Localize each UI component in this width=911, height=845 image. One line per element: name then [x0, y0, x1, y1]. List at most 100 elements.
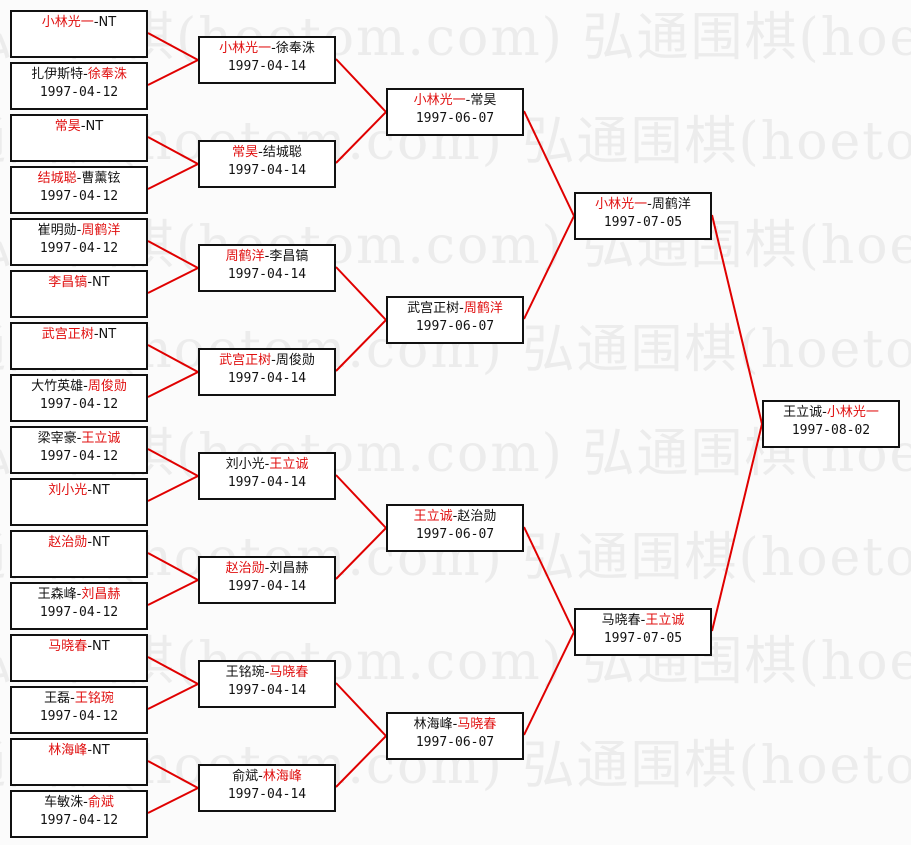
bracket-connector [523, 215, 575, 320]
match-players: 崔明勋-周鹤洋 [12, 222, 146, 240]
match-box: 赵治勋-刘昌赫 1997-04-14 [198, 556, 336, 604]
separator: - [264, 561, 270, 576]
separator: - [264, 665, 270, 680]
separator: - [76, 587, 82, 602]
bracket-connector [335, 735, 387, 788]
match-box: 刘小光-王立诚 1997-04-14 [198, 452, 336, 500]
bracket-connector [523, 526, 575, 633]
separator: - [93, 15, 99, 30]
match-date: 1997-04-12 [39, 605, 119, 620]
player-name: 徐奉洙 [275, 41, 315, 56]
match-players: 马晓春-王立诚 [576, 612, 710, 630]
match-box: 常昊-NT [10, 114, 148, 162]
bracket-connector [147, 787, 199, 814]
bracket-connector [335, 58, 387, 113]
match-date: 1997-06-07 [415, 111, 495, 126]
player-name: 王立诚 [413, 509, 453, 524]
bracket-connector [711, 423, 763, 632]
separator: - [87, 639, 93, 654]
match-box: 武宫正树-NT [10, 322, 148, 370]
match-box: 马晓春-王立诚 1997-07-05 [574, 608, 712, 656]
player-name: 赵治勋 [457, 509, 497, 524]
match-box: 周鹤洋-李昌镐 1997-04-14 [198, 244, 336, 292]
match-box: 梁宰豪-王立诚 1997-04-12 [10, 426, 148, 474]
player-name: 小林光一 [41, 15, 94, 30]
match-date: 1997-04-12 [39, 449, 119, 464]
separator: - [452, 509, 458, 524]
match-box: 大竹英雄-周俊勋 1997-04-12 [10, 374, 148, 422]
separator: - [822, 405, 827, 420]
separator: - [640, 613, 646, 628]
match-date: 1997-04-14 [227, 59, 307, 74]
match-date: 1997-04-12 [39, 189, 119, 204]
bracket-connector [335, 682, 387, 737]
player-name: 马晓春 [48, 639, 88, 654]
player-name: 周俊勋 [87, 379, 127, 394]
bracket-connector [147, 371, 199, 398]
separator: - [87, 275, 93, 290]
match-box: 王铭琬-马晓春 1997-04-14 [198, 660, 336, 708]
match-box: 马晓春-NT [10, 634, 148, 682]
bracket-connector [147, 136, 199, 165]
player-name: 王立诚 [645, 613, 685, 628]
bracket-connector [523, 631, 575, 736]
player-name: 小林光一 [826, 405, 879, 420]
match-players: 王森峰-刘昌赫 [12, 586, 146, 604]
match-box: 小林光一-NT [10, 10, 148, 58]
bracket-connector [147, 163, 199, 190]
separator: - [271, 353, 276, 368]
player-name: NT [92, 743, 110, 758]
match-date: 1997-06-07 [415, 527, 495, 542]
bracket-connector [335, 474, 387, 529]
player-name: 俞斌 [232, 769, 259, 784]
match-date: 1997-04-12 [39, 709, 119, 724]
player-name: NT [92, 535, 110, 550]
separator: - [83, 379, 88, 394]
player-name: 王磊 [44, 691, 71, 706]
bracket-connector [711, 214, 763, 425]
match-box: 小林光一-周鹤洋 1997-07-05 [574, 192, 712, 240]
match-box: 王磊-王铭琬 1997-04-12 [10, 686, 148, 734]
match-date: 1997-04-12 [39, 397, 119, 412]
match-players: 武宫正树-NT [12, 326, 146, 344]
match-players: 俞斌-林海峰 [200, 768, 334, 786]
player-name: 刘昌赫 [269, 561, 309, 576]
separator: - [258, 145, 263, 160]
match-players: 小林光一-NT [12, 14, 146, 32]
match-players: 结城聪-曹薰铉 [12, 170, 146, 188]
bracket-connector [147, 448, 199, 477]
player-name: 梁宰豪 [37, 431, 77, 446]
player-name: NT [85, 119, 104, 134]
player-name: 小林光一 [595, 197, 648, 212]
bracket-connector [147, 683, 199, 710]
match-players: 林海峰-NT [12, 742, 146, 760]
player-name: 武宫正树 [219, 353, 272, 368]
player-name: 王立诚 [269, 457, 309, 472]
match-box: 扎伊斯特-徐奉洙 1997-04-12 [10, 62, 148, 110]
bracket-connector [147, 267, 199, 294]
match-players: 刘小光-NT [12, 482, 146, 500]
bracket-connector [147, 240, 199, 269]
match-players: 赵治勋-NT [12, 534, 146, 552]
match-box: 李昌镐-NT [10, 270, 148, 318]
bracket-connector [147, 656, 199, 685]
match-players: 马晓春-NT [12, 638, 146, 656]
watermark-text: 弘通围棋(hoetom.com) 弘通围棋(hoetom.com) 弘通围棋(h… [0, 632, 911, 692]
match-box: 林海峰-NT [10, 738, 148, 786]
match-box: 武宫正树-周俊勋 1997-04-14 [198, 348, 336, 396]
match-box: 结城聪-曹薰铉 1997-04-12 [10, 166, 148, 214]
player-name: 林海峰 [262, 769, 302, 784]
match-players: 常昊-NT [12, 118, 146, 136]
match-players: 小林光一-常昊 [388, 92, 522, 110]
player-name: 王立诚 [81, 431, 121, 446]
match-players: 刘小光-王立诚 [200, 456, 334, 474]
player-name: 林海峰 [413, 717, 453, 732]
separator: - [647, 197, 652, 212]
separator: - [271, 41, 276, 56]
player-name: 王立诚 [783, 405, 823, 420]
bracket-connector [147, 579, 199, 606]
player-name: 小林光一 [219, 41, 272, 56]
separator: - [452, 717, 458, 732]
match-players: 武宫正树-周鹤洋 [388, 300, 522, 318]
watermark-text: 弘通围棋(hoetom.com) 弘通围棋(hoetom.com) 弘通围棋(h… [0, 8, 911, 68]
